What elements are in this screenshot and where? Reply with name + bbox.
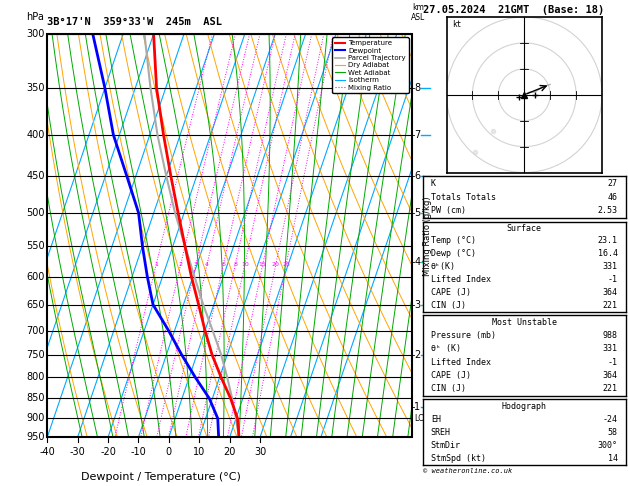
Text: 3: 3 xyxy=(415,299,421,310)
Text: 10: 10 xyxy=(241,262,248,267)
Text: Dewp (°C): Dewp (°C) xyxy=(431,249,476,258)
Text: 221: 221 xyxy=(603,384,618,394)
Text: StmDir: StmDir xyxy=(431,441,461,450)
Text: Most Unstable: Most Unstable xyxy=(492,317,557,327)
Text: Dewpoint / Temperature (°C): Dewpoint / Temperature (°C) xyxy=(81,472,241,482)
Text: 800: 800 xyxy=(26,372,45,382)
Text: Totals Totals: Totals Totals xyxy=(431,192,496,202)
Text: 500: 500 xyxy=(26,208,45,218)
Text: 331: 331 xyxy=(603,344,618,353)
Text: 27: 27 xyxy=(608,179,618,188)
Text: -1: -1 xyxy=(608,358,618,367)
Text: Surface: Surface xyxy=(507,224,542,232)
Text: 988: 988 xyxy=(603,331,618,340)
Text: 5: 5 xyxy=(415,208,421,218)
Text: 6: 6 xyxy=(221,262,225,267)
Text: 25: 25 xyxy=(282,262,290,267)
Text: θᵏ(K): θᵏ(K) xyxy=(431,262,456,271)
Text: 4: 4 xyxy=(205,262,209,267)
Text: 3B°17'N  359°33'W  245m  ASL: 3B°17'N 359°33'W 245m ASL xyxy=(47,17,222,27)
Text: K: K xyxy=(431,179,436,188)
Text: CIN (J): CIN (J) xyxy=(431,384,466,394)
Text: Lifted Index: Lifted Index xyxy=(431,275,491,284)
Text: 331: 331 xyxy=(603,262,618,271)
Text: SREH: SREH xyxy=(431,428,451,437)
Text: Lifted Index: Lifted Index xyxy=(431,358,491,367)
Text: -1: -1 xyxy=(608,275,618,284)
Text: 300°: 300° xyxy=(598,441,618,450)
Text: km
ASL: km ASL xyxy=(411,2,425,22)
Text: LCL: LCL xyxy=(415,414,428,423)
Text: 221: 221 xyxy=(603,301,618,310)
Text: 364: 364 xyxy=(603,371,618,380)
Text: 450: 450 xyxy=(26,171,45,181)
Text: 950: 950 xyxy=(26,433,45,442)
Text: Mixing Ratio (g/kg): Mixing Ratio (g/kg) xyxy=(423,196,432,276)
Text: 1: 1 xyxy=(415,401,421,412)
Text: -10: -10 xyxy=(130,448,147,457)
Text: CAPE (J): CAPE (J) xyxy=(431,288,471,297)
Text: 550: 550 xyxy=(26,241,45,251)
Text: 27.05.2024  21GMT  (Base: 18): 27.05.2024 21GMT (Base: 18) xyxy=(423,5,604,15)
Text: 850: 850 xyxy=(26,394,45,403)
Text: 8: 8 xyxy=(233,262,237,267)
Text: 300: 300 xyxy=(26,29,45,39)
Legend: Temperature, Dewpoint, Parcel Trajectory, Dry Adiabat, Wet Adiabat, Isotherm, Mi: Temperature, Dewpoint, Parcel Trajectory… xyxy=(332,37,408,93)
Text: PW (cm): PW (cm) xyxy=(431,207,466,215)
Text: 2.53: 2.53 xyxy=(598,207,618,215)
Text: Hodograph: Hodograph xyxy=(502,401,547,411)
Text: 2: 2 xyxy=(415,349,421,360)
Text: 10: 10 xyxy=(193,448,205,457)
Text: © weatheronline.co.uk: © weatheronline.co.uk xyxy=(423,468,512,473)
Text: 900: 900 xyxy=(26,414,45,423)
Text: 46: 46 xyxy=(608,192,618,202)
Text: EH: EH xyxy=(431,415,441,424)
Text: 364: 364 xyxy=(603,288,618,297)
Text: 20: 20 xyxy=(223,448,236,457)
Text: 6: 6 xyxy=(415,171,421,181)
Text: 7: 7 xyxy=(415,130,421,139)
Text: 16.4: 16.4 xyxy=(598,249,618,258)
Text: 15: 15 xyxy=(259,262,267,267)
Text: 4: 4 xyxy=(415,257,421,267)
Text: hPa: hPa xyxy=(26,12,44,22)
Text: 650: 650 xyxy=(26,299,45,310)
Text: -30: -30 xyxy=(70,448,86,457)
Text: 350: 350 xyxy=(26,83,45,93)
Text: 30: 30 xyxy=(254,448,266,457)
Text: Pressure (mb): Pressure (mb) xyxy=(431,331,496,340)
Text: 750: 750 xyxy=(26,349,45,360)
Text: StmSpd (kt): StmSpd (kt) xyxy=(431,454,486,463)
Text: -40: -40 xyxy=(39,448,55,457)
Text: θᵏ (K): θᵏ (K) xyxy=(431,344,461,353)
Text: -24: -24 xyxy=(603,415,618,424)
Text: 0: 0 xyxy=(165,448,172,457)
Text: -20: -20 xyxy=(100,448,116,457)
Text: 23.1: 23.1 xyxy=(598,236,618,245)
Text: 3: 3 xyxy=(194,262,198,267)
Text: 14: 14 xyxy=(608,454,618,463)
Text: 58: 58 xyxy=(608,428,618,437)
Text: Temp (°C): Temp (°C) xyxy=(431,236,476,245)
Text: 8: 8 xyxy=(415,83,421,93)
Text: 400: 400 xyxy=(26,130,45,139)
Text: CIN (J): CIN (J) xyxy=(431,301,466,310)
Text: 700: 700 xyxy=(26,326,45,335)
Text: 1: 1 xyxy=(154,262,158,267)
Text: 600: 600 xyxy=(26,272,45,281)
Text: 20: 20 xyxy=(272,262,280,267)
Text: kt: kt xyxy=(452,20,461,29)
Text: CAPE (J): CAPE (J) xyxy=(431,371,471,380)
Text: 2: 2 xyxy=(179,262,182,267)
